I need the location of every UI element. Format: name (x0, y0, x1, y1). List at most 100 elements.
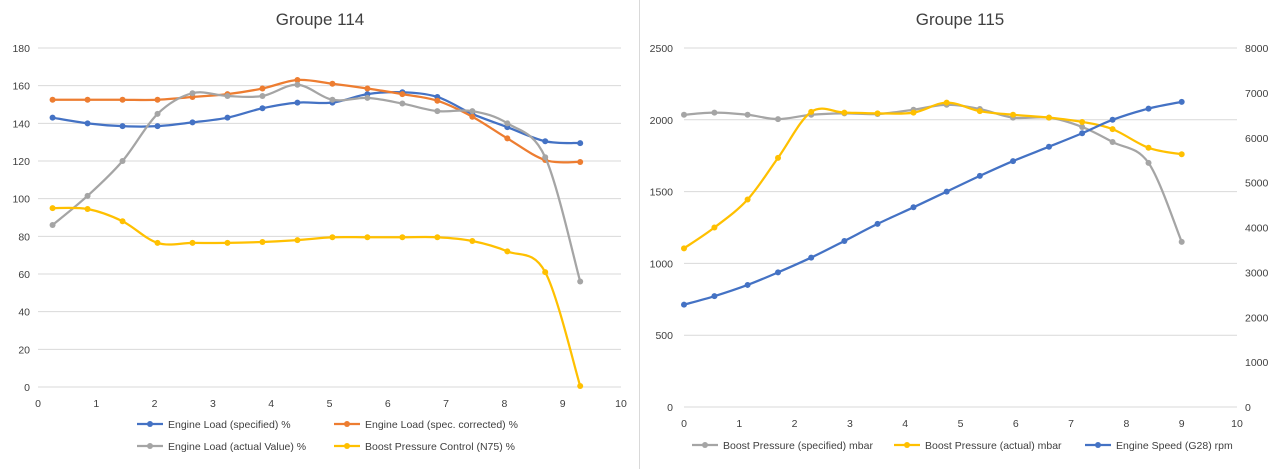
data-point (364, 85, 371, 92)
data-point (154, 96, 161, 103)
data-point (744, 196, 751, 203)
x-tick-label: 7 (443, 398, 449, 410)
data-point (364, 234, 371, 241)
data-point (711, 293, 718, 300)
data-point (504, 120, 511, 127)
x-tick-label: 0 (35, 398, 41, 410)
data-point (1079, 118, 1086, 125)
legend-swatch-marker (904, 442, 910, 448)
x-tick-label: 1 (93, 398, 99, 410)
series-1 (49, 77, 584, 165)
data-point (1010, 158, 1017, 165)
legend-swatch-marker (147, 421, 153, 427)
data-point (154, 123, 161, 130)
data-point (84, 206, 91, 213)
y-tick-label: 100 (12, 194, 30, 206)
data-point (808, 108, 815, 115)
chart-title: Groupe 114 (276, 10, 365, 29)
data-point (84, 192, 91, 199)
data-point (294, 237, 301, 244)
data-point (434, 234, 441, 241)
y-tick-label: 2500 (650, 43, 674, 55)
y2-tick-label: 8000 (1245, 43, 1269, 55)
data-point (841, 237, 848, 244)
y2-tick-label: 5000 (1245, 178, 1269, 190)
legend-item: Engine Speed (G28) rpm (1085, 440, 1233, 452)
y-tick-label: 0 (667, 402, 673, 414)
panel-divider (639, 0, 640, 469)
data-point (1178, 238, 1185, 245)
data-point (224, 114, 231, 121)
chart-groupe-114: Groupe 114 0 20 40 60 80 100 120 140 160 180 0 1 2 3 4 5… (12, 10, 627, 453)
data-point (744, 111, 751, 118)
series-line (52, 90, 581, 145)
legend-item: Engine Load (specified) % (137, 419, 291, 431)
data-point (259, 238, 266, 245)
data-point (943, 188, 950, 195)
y-tick-label: 1000 (650, 258, 674, 270)
data-point (329, 234, 336, 241)
data-point (577, 158, 584, 165)
data-point (119, 96, 126, 103)
data-point (434, 97, 441, 104)
y2-tick-label: 3000 (1245, 267, 1269, 279)
data-point (874, 220, 881, 227)
data-point (1045, 114, 1052, 121)
data-point (976, 108, 983, 115)
y-tick-label: 20 (18, 344, 30, 356)
x-tick-label: 8 (501, 398, 507, 410)
data-point (504, 248, 511, 255)
data-point (1145, 144, 1152, 151)
data-point (189, 119, 196, 126)
series-line (52, 206, 582, 387)
series-1 (681, 99, 1185, 252)
chart-groupe-115: Groupe 115050010001500200025000100020003… (650, 10, 1269, 452)
data-point (943, 99, 950, 106)
data-point (469, 108, 476, 115)
data-point (294, 77, 301, 84)
x-tick-label: 10 (1231, 418, 1243, 430)
data-point (399, 91, 406, 98)
series-2 (49, 81, 584, 285)
y2-tick-label: 2000 (1245, 312, 1269, 324)
series-line (683, 100, 1182, 306)
x-tick-label: 6 (385, 398, 391, 410)
data-point (329, 80, 336, 87)
y-tick-label: 500 (655, 330, 673, 342)
data-point (1079, 130, 1086, 137)
legend-item: Boost Pressure (actual) mbar (894, 440, 1062, 452)
legend-label: Engine Load (actual Value) % (168, 441, 306, 453)
legend-label: Engine Speed (G28) rpm (1116, 440, 1233, 452)
legend-swatch-marker (344, 421, 350, 427)
legend-item: Engine Load (spec. corrected) % (334, 419, 518, 431)
data-point (1109, 139, 1116, 146)
series-0 (49, 89, 584, 147)
data-point (808, 254, 815, 261)
data-point (1010, 111, 1017, 118)
legend-swatch-marker (344, 443, 350, 449)
y-tick-label: 2000 (650, 115, 674, 127)
data-point (364, 94, 371, 101)
data-point (1045, 143, 1052, 150)
x-tick-label: 3 (210, 398, 216, 410)
data-point (711, 109, 718, 116)
data-point (154, 239, 161, 246)
data-point (874, 110, 881, 117)
data-point (49, 96, 56, 103)
data-point (910, 204, 917, 211)
data-point (399, 100, 406, 107)
series-line (51, 83, 582, 282)
legend-item: Boost Pressure Control (N75) % (334, 441, 515, 453)
legend-swatch-marker (1095, 442, 1101, 448)
y2-tick-label: 6000 (1245, 133, 1269, 145)
legend-label: Boost Pressure Control (N75) % (365, 441, 515, 453)
data-point (542, 138, 549, 145)
legend-label: Boost Pressure (actual) mbar (925, 440, 1062, 452)
data-point (1145, 105, 1152, 112)
x-tick-label: 0 (681, 418, 687, 430)
data-point (681, 111, 687, 118)
series-line (52, 78, 581, 164)
legend: Engine Load (specified) % Engine Load (sp… (137, 419, 518, 453)
data-point (189, 239, 196, 246)
